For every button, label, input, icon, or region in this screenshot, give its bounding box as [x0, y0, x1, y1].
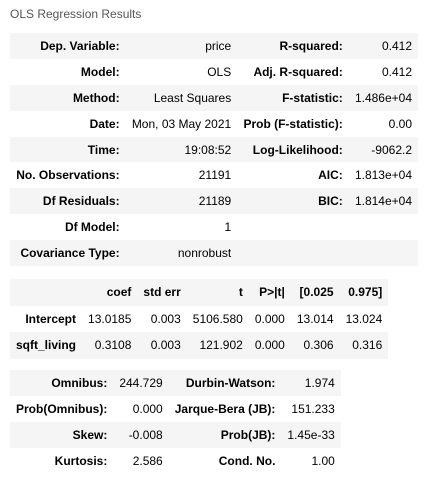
diagnostics-row: Skew: -0.008 Prob(JB): 1.45e-33 [10, 422, 341, 448]
summary-label: Df Residuals: [10, 188, 126, 215]
summary-value: 19:08:52 [125, 136, 238, 163]
summary-label: BIC: [237, 188, 349, 215]
summary-value: Mon, 03 May 2021 [125, 110, 238, 137]
table-cell: 0.000 [248, 305, 291, 332]
diagnostic-label: Cond. No. [168, 448, 282, 474]
table-cell: 13.024 [339, 305, 389, 332]
summary-value: 1.814e+04 [348, 188, 418, 215]
summary-value: Least Squares [125, 84, 238, 111]
summary-row: Date: Mon, 03 May 2021 Prob (F-statistic… [10, 110, 418, 137]
summary-label: Date: [10, 110, 126, 137]
diagnostic-value: 1.974 [281, 370, 341, 396]
summary-value: OLS [125, 58, 238, 85]
summary-row: Df Residuals: 21189 BIC: 1.814e+04 [10, 188, 418, 215]
table-cell: 5106.580 [186, 305, 249, 332]
summary-value: 1 [125, 214, 238, 241]
summary-value: price [125, 33, 238, 59]
summary-row: Covariance Type: nonrobust [10, 240, 418, 267]
summary-row: Df Model: 1 [10, 214, 418, 241]
table-cell: 0.000 [248, 332, 291, 359]
summary-label: No. Observations: [10, 162, 126, 189]
table-cell: 0.3108 [82, 332, 138, 359]
diagnostic-label: Durbin-Watson: [168, 370, 282, 396]
diagnostics-row: Omnibus: 244.729 Durbin-Watson: 1.974 [10, 370, 341, 396]
summary-value: 1.486e+04 [348, 84, 418, 111]
diagnostic-value: 151.233 [281, 396, 341, 422]
diagnostic-label: Skew: [10, 422, 114, 448]
diagnostic-label: Jarque-Bera (JB): [168, 396, 282, 422]
summary-label [237, 240, 349, 267]
summary-value: -9062.2 [348, 136, 418, 163]
diagnostic-value: 1.45e-33 [281, 422, 341, 448]
table-cell: 13.0185 [82, 305, 138, 332]
summary-label: Prob (F-statistic): [237, 110, 349, 137]
summary-value: 1.813e+04 [348, 162, 418, 189]
column-header: t [186, 279, 249, 306]
diagnostics-row: Prob(Omnibus): 0.000 Jarque-Bera (JB): 1… [10, 396, 341, 422]
term-label: Intercept [10, 305, 83, 332]
table-cell: 121.902 [186, 332, 249, 359]
diagnostic-value: 2.586 [113, 448, 169, 474]
table-cell: 0.003 [137, 305, 187, 332]
summary-row: Dep. Variable: price R-squared: 0.412 [10, 33, 418, 59]
diagnostic-value: 1.00 [281, 448, 341, 474]
diagnostic-value: -0.008 [113, 422, 169, 448]
diagnostic-value: 244.729 [113, 370, 169, 396]
summary-value [348, 214, 418, 241]
summary-label: Covariance Type: [10, 240, 126, 267]
summary-value: 21191 [125, 162, 238, 189]
summary-label: Df Model: [10, 214, 126, 241]
column-header: [0.025 [290, 279, 340, 306]
table-cell: 0.003 [137, 332, 187, 359]
summary-label [237, 214, 349, 241]
summary-value [348, 240, 418, 267]
summary-label: Method: [10, 84, 126, 111]
summary-label: Model: [10, 58, 126, 85]
table-caption: OLS Regression Results [10, 7, 142, 21]
coefficient-table: coef std err t P>|t| [0.025 0.975] Inter… [10, 279, 389, 359]
summary-row: No. Observations: 21191 AIC: 1.813e+04 [10, 162, 418, 189]
summary-row: Model: OLS Adj. R-squared: 0.412 [10, 58, 418, 85]
diagnostic-label: Kurtosis: [10, 448, 114, 474]
column-header [10, 279, 83, 306]
summary-row: Time: 19:08:52 Log-Likelihood: -9062.2 [10, 136, 418, 163]
table-cell: 13.014 [290, 305, 340, 332]
column-header: std err [137, 279, 187, 306]
diagnostics-row: Kurtosis: 2.586 Cond. No. 1.00 [10, 448, 341, 474]
column-header: 0.975] [339, 279, 389, 306]
summary-value: 21189 [125, 188, 238, 215]
summary-label: R-squared: [237, 33, 349, 59]
summary-label: Log-Likelihood: [237, 136, 349, 163]
summary-row: Method: Least Squares F-statistic: 1.486… [10, 84, 418, 111]
summary-label: F-statistic: [237, 84, 349, 111]
diagnostics-table: Omnibus: 244.729 Durbin-Watson: 1.974 Pr… [10, 370, 341, 474]
diagnostic-label: Prob(Omnibus): [10, 396, 114, 422]
column-header: coef [82, 279, 138, 306]
diagnostic-value: 0.000 [113, 396, 169, 422]
column-header: P>|t| [248, 279, 291, 306]
table-cell: 0.316 [339, 332, 389, 359]
diagnostic-label: Prob(JB): [168, 422, 282, 448]
summary-label: Dep. Variable: [10, 33, 126, 59]
summary-value: 0.412 [348, 33, 418, 59]
coefficient-header-row: coef std err t P>|t| [0.025 0.975] [10, 279, 389, 306]
coefficient-row: sqft_living 0.3108 0.003 121.902 0.000 0… [10, 332, 389, 359]
summary-label: Adj. R-squared: [237, 58, 349, 85]
summary-value: 0.00 [348, 110, 418, 137]
term-label: sqft_living [10, 332, 83, 359]
summary-table: Dep. Variable: price R-squared: 0.412 Mo… [10, 33, 418, 267]
coefficient-row: Intercept 13.0185 0.003 5106.580 0.000 1… [10, 305, 389, 332]
table-cell: 0.306 [290, 332, 340, 359]
summary-label: Time: [10, 136, 126, 163]
diagnostic-label: Omnibus: [10, 370, 114, 396]
summary-value: nonrobust [125, 240, 238, 267]
summary-label: AIC: [237, 162, 349, 189]
summary-value: 0.412 [348, 58, 418, 85]
